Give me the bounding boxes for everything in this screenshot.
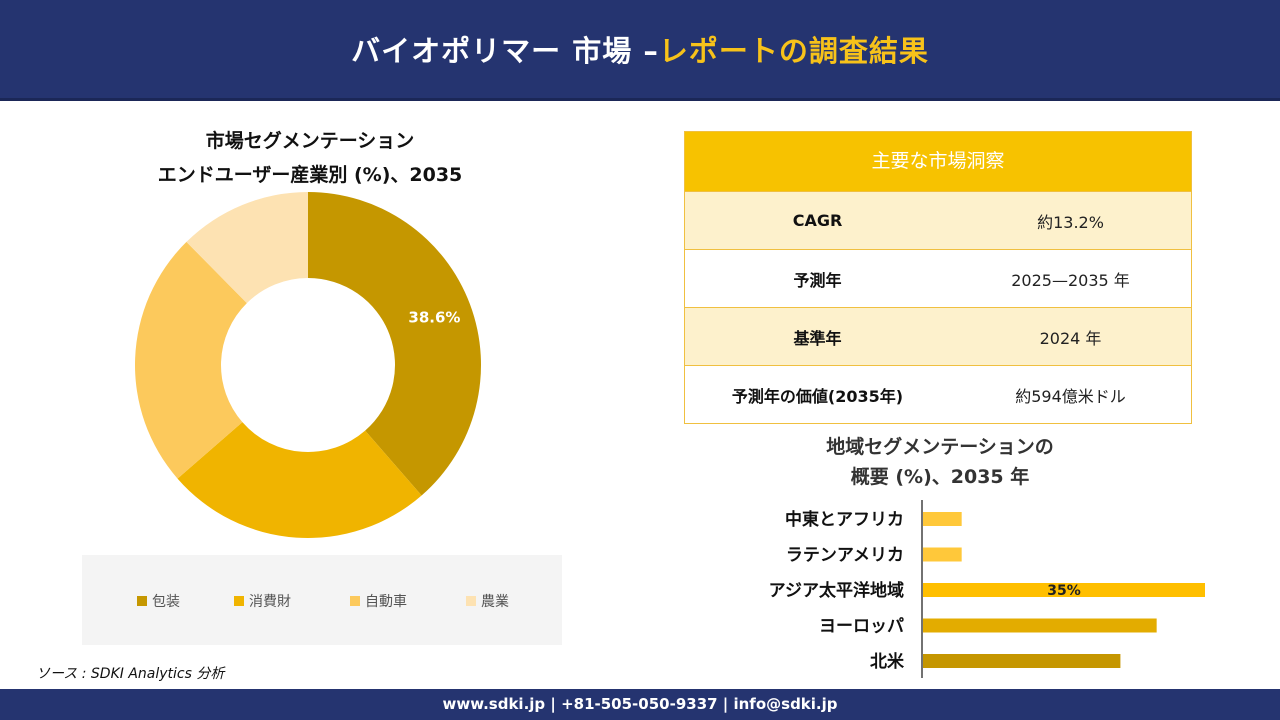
kpi-value: 約13.2%	[1037, 212, 1104, 232]
legend-item: 農業	[466, 591, 509, 611]
legend-label: 農業	[481, 594, 509, 610]
donut-chart: 38.6%	[135, 192, 481, 538]
bar-3	[923, 618, 1157, 633]
legend-swatch	[466, 596, 476, 606]
legend-label: 自動車	[365, 594, 407, 610]
kpi-row-cagr: CAGR 約13.2%	[685, 191, 1191, 249]
donut-slice-0	[308, 192, 481, 496]
kpi-row-base-year: 基準年 2024 年	[685, 307, 1191, 365]
kpi-label: 予測年	[793, 270, 842, 290]
kpi-label: 予測年の価値(2035年)	[731, 386, 904, 406]
title-accent: レポートの調査結果	[658, 34, 929, 68]
donut-legend: 包装 消費財 自動車 農業	[82, 555, 562, 645]
legend-label: 包装	[152, 594, 180, 610]
kpi-value: 2024 年	[1039, 328, 1102, 348]
kpi-label: CAGR	[792, 211, 843, 230]
bar-1	[923, 547, 962, 562]
region-chart-title: 地域セグメンテーションの 概要 (%)、2035 年	[790, 432, 1090, 492]
region-title-line2: 概要 (%)、2035 年	[850, 466, 1030, 488]
legend-item: 消費財	[234, 591, 291, 611]
page-title: バイオポリマー 市場 –レポートの調査結果	[0, 28, 1280, 70]
bar-4	[923, 654, 1121, 668]
bar-category-label: 中東とアフリカ	[785, 509, 904, 530]
kpi-row-forecast-years: 予測年 2025—2035 年	[685, 249, 1191, 307]
donut-slice-3	[186, 192, 308, 304]
bar-category-label: 北米	[870, 651, 905, 672]
donut-slice-2	[135, 241, 247, 479]
header-banner: バイオポリマー 市場 –レポートの調査結果	[0, 0, 1280, 101]
bar-2	[923, 583, 1205, 597]
key-insights-table: 主要な市場洞察 CAGR 約13.2% 予測年 2025—2035 年 基準年 …	[684, 131, 1192, 424]
bar-0	[923, 512, 962, 526]
title-main: バイオポリマー 市場 –	[351, 34, 659, 68]
source-note: ソース : SDKI Analytics 分析	[36, 666, 225, 682]
footer-contact: www.sdki.jp | +81-505-050-9337 | info@sd…	[0, 689, 1280, 720]
legend-item: 自動車	[350, 591, 407, 611]
legend-label: 消費財	[249, 594, 291, 610]
bar-category-label: ラテンアメリカ	[786, 546, 904, 566]
donut-title-line1: 市場セグメンテーション	[205, 130, 415, 152]
kpi-label: 基準年	[793, 328, 842, 348]
donut-slice-1	[177, 422, 422, 538]
legend-item: 包装	[137, 591, 180, 611]
bar-data-label: 35%	[1047, 583, 1081, 599]
legend-swatch	[137, 596, 147, 606]
legend-swatch	[350, 596, 360, 606]
region-title-line1: 地域セグメンテーションの	[826, 436, 1054, 458]
bar-category-label: アジア太平洋地域	[769, 580, 904, 601]
key-insights-title: 主要な市場洞察	[685, 132, 1191, 191]
kpi-row-forecast-value: 予測年の価値(2035年) 約594億米ドル	[685, 365, 1191, 423]
legend-swatch	[234, 596, 244, 606]
donut-data-label: 38.6%	[408, 309, 460, 327]
bar-category-label: ヨーロッパ	[819, 617, 904, 637]
kpi-value: 約594億米ドル	[1015, 386, 1126, 406]
kpi-value: 2025—2035 年	[1011, 270, 1130, 290]
